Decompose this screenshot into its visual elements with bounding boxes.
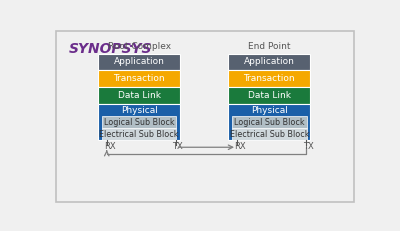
Text: Logical Sub Block: Logical Sub Block [104, 118, 174, 127]
Bar [228, 87, 310, 104]
Text: Electrical Sub Block: Electrical Sub Block [230, 130, 309, 139]
Text: Physical: Physical [121, 106, 158, 115]
Bar [232, 128, 307, 140]
Bar [98, 104, 180, 140]
Text: Physical: Physical [251, 106, 288, 115]
Text: Application: Application [114, 58, 164, 67]
Text: Root Complex: Root Complex [108, 42, 171, 51]
Bar [98, 70, 180, 87]
Text: ·: · [129, 42, 133, 52]
Text: RX: RX [104, 142, 115, 151]
Text: End Point: End Point [248, 42, 290, 51]
Bar [228, 70, 310, 87]
Bar [102, 128, 176, 140]
Bar [98, 87, 180, 104]
Text: Data Link: Data Link [248, 91, 291, 100]
Text: TX: TX [303, 142, 314, 151]
Text: Data Link: Data Link [118, 91, 161, 100]
Bar [228, 54, 310, 70]
Bar [232, 116, 307, 128]
Text: Application: Application [244, 58, 295, 67]
Text: Electrical Sub Block: Electrical Sub Block [99, 130, 179, 139]
Text: TX: TX [172, 142, 183, 151]
Bar [228, 104, 310, 140]
Bar [102, 116, 176, 128]
Text: Transaction: Transaction [113, 74, 165, 83]
Bar [98, 54, 180, 70]
Text: RX: RX [234, 142, 246, 151]
Text: Transaction: Transaction [244, 74, 295, 83]
Text: Logical Sub Block: Logical Sub Block [234, 118, 305, 127]
Text: SYNOPSYS: SYNOPSYS [69, 42, 152, 56]
